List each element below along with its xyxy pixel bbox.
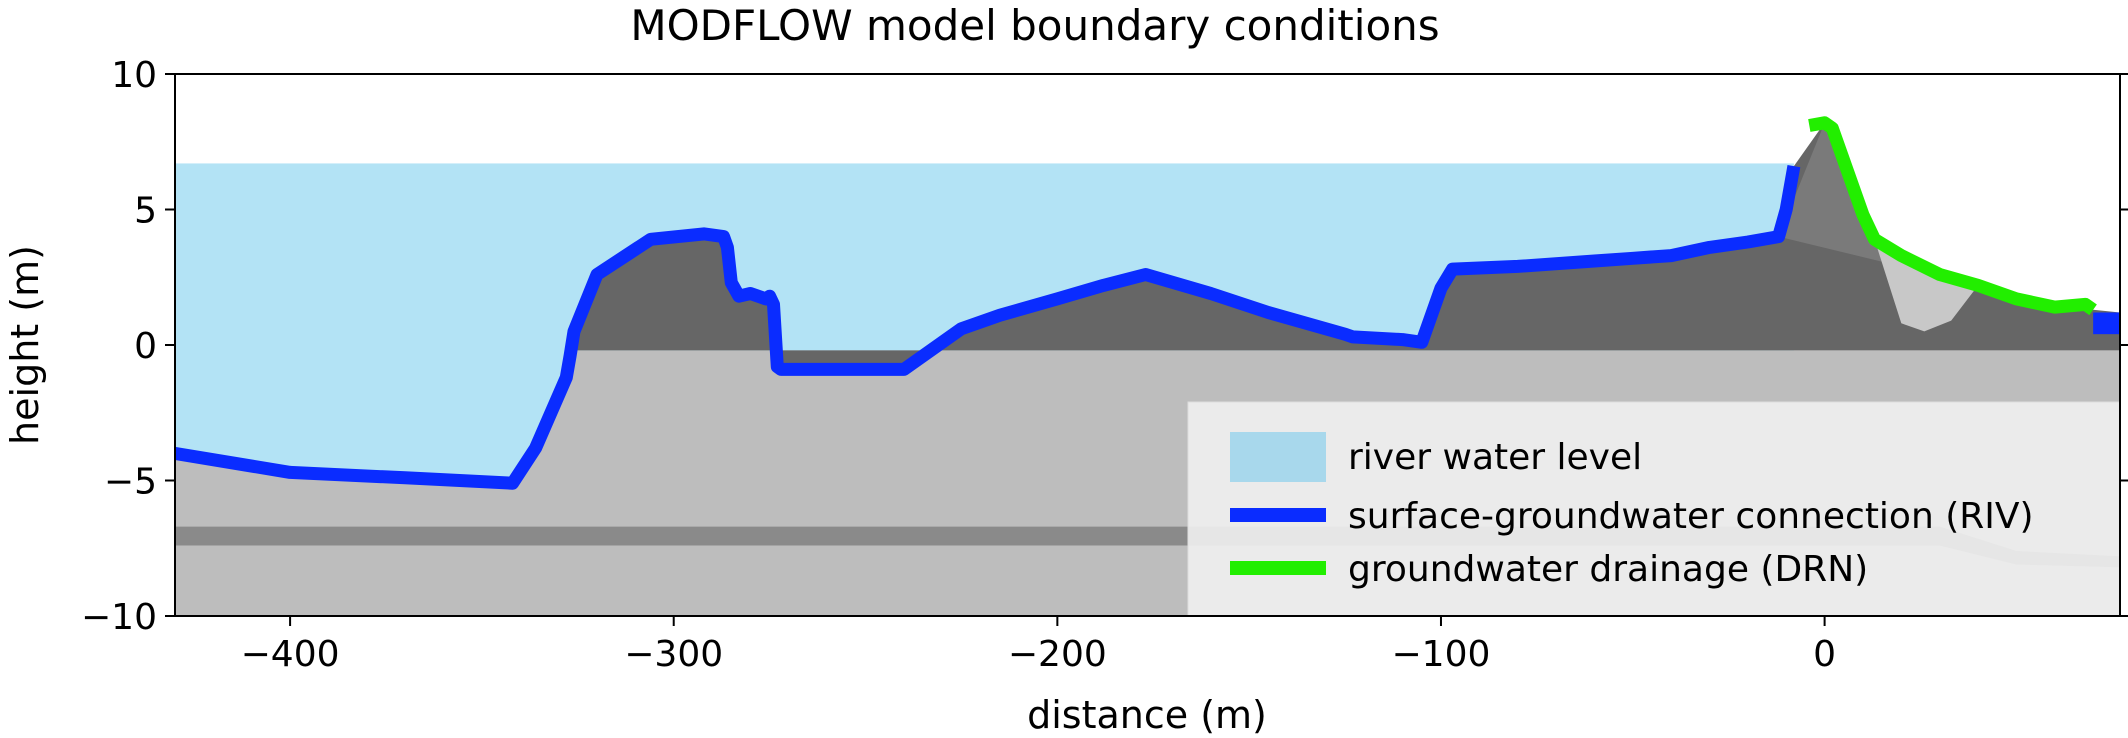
x-tick-label: −200 xyxy=(1008,634,1107,675)
x-tick-label: −300 xyxy=(624,634,723,675)
y-axis-label: height (m) xyxy=(3,245,47,445)
y-axis: −10 −5 0 5 10 xyxy=(81,55,2128,638)
x-axis-label: distance (m) xyxy=(1027,693,1267,737)
x-tick-label: −400 xyxy=(241,634,340,675)
y-tick-label: 10 xyxy=(111,55,157,96)
y-tick-label: −5 xyxy=(104,462,157,503)
plot-area: river water level surface-groundwater co… xyxy=(175,116,2120,616)
riv-series-line xyxy=(175,164,1801,490)
drn-series-line xyxy=(1808,116,2097,316)
riv-boundary-marker xyxy=(2093,312,2120,335)
y-tick-label: 0 xyxy=(134,326,157,367)
legend: river water level surface-groundwater co… xyxy=(1187,401,2120,616)
legend-label-river: river water level xyxy=(1348,437,1642,478)
legend-swatch-river xyxy=(1230,432,1326,482)
legend-box xyxy=(1187,401,2120,616)
dike-body-layer xyxy=(566,122,2120,378)
legend-label-drn: groundwater drainage (DRN) xyxy=(1348,549,1868,590)
y-tick-label: −10 xyxy=(81,597,157,638)
chart-title: MODFLOW model boundary conditions xyxy=(630,1,1439,50)
x-tick-label: −100 xyxy=(1392,634,1491,675)
x-axis: −400 −300 −200 −100 0 xyxy=(241,616,1836,675)
legend-label-riv: surface-groundwater connection (RIV) xyxy=(1348,496,2034,537)
x-tick-label: 0 xyxy=(1813,634,1836,675)
y-tick-label: 5 xyxy=(134,191,157,232)
hinterland-dike-layer xyxy=(1778,122,1979,286)
